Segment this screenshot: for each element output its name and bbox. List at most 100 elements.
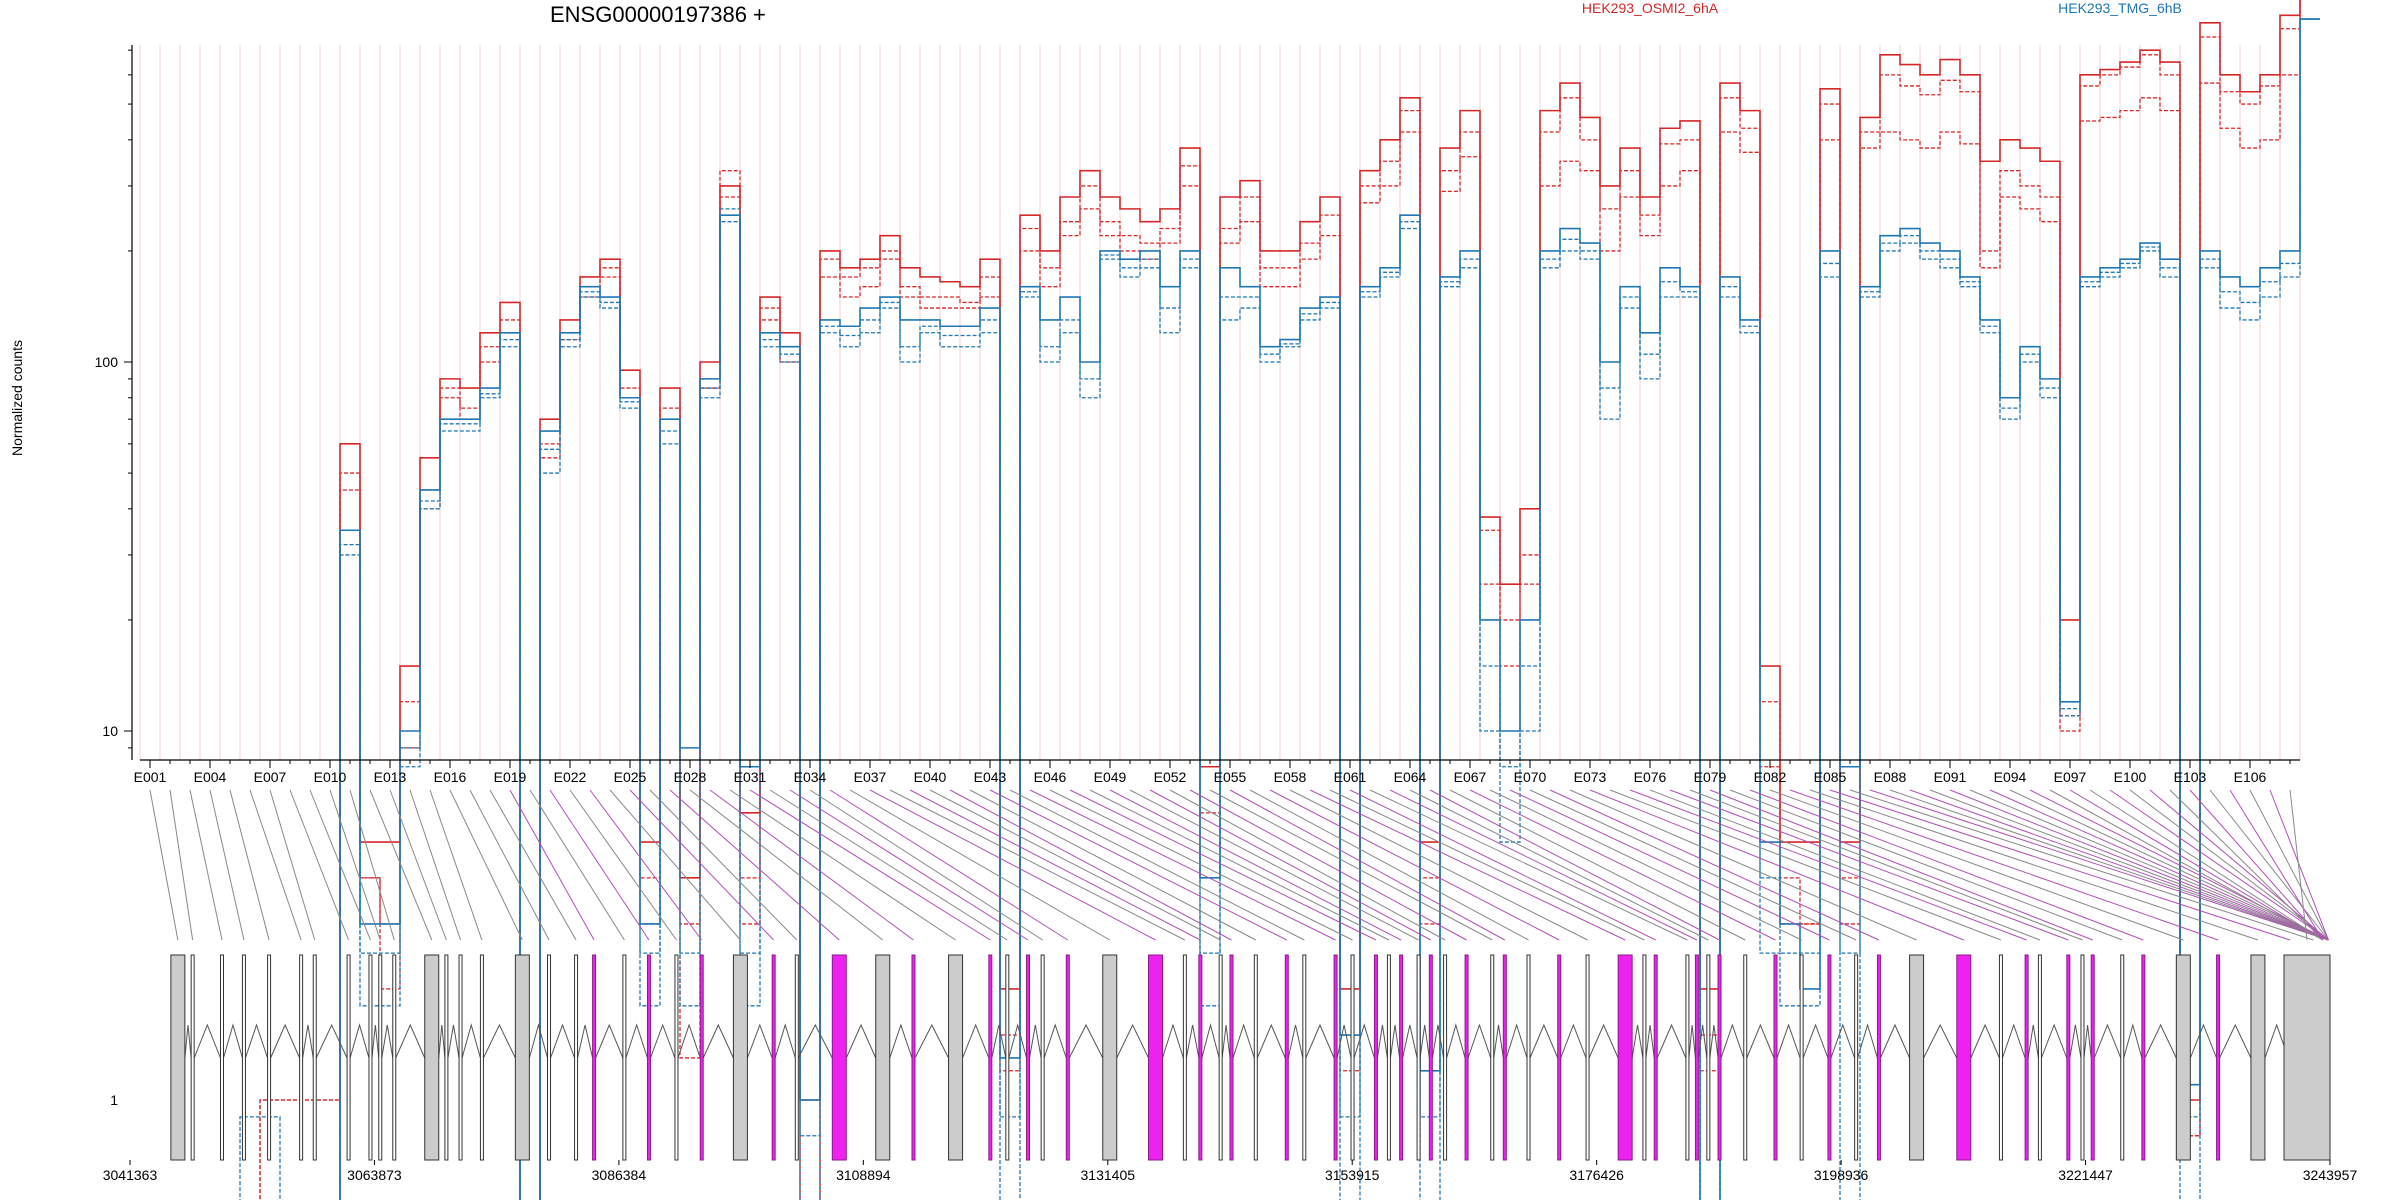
exon-block [1464, 954, 1469, 1161]
exon-block [1854, 954, 1859, 1161]
exon-block [1685, 954, 1690, 1161]
exon-connector [2269, 789, 2329, 941]
exon-connector [2189, 789, 2324, 941]
series-line-2 [259, 0, 2301, 1200]
intron-line [193, 1023, 221, 1059]
exon-connector [209, 789, 245, 941]
intron-line [774, 1023, 796, 1059]
exon-block [988, 954, 993, 1161]
exon-connector [1289, 789, 1588, 941]
exon-block [1148, 954, 1164, 1161]
exon-block [2216, 954, 2221, 1161]
exon-block [1956, 954, 1972, 1161]
exon-tick-label: E010 [314, 769, 347, 785]
exon-block [368, 954, 373, 1161]
exon-connector [849, 789, 1111, 941]
intron-line [1645, 1024, 1655, 1059]
exon-connector [1009, 789, 1305, 941]
intron-line [2189, 1023, 2218, 1059]
exon-block [1998, 954, 2003, 1161]
exon-connector [1789, 789, 2219, 941]
exon-connector [409, 789, 462, 941]
intron-line [625, 1023, 648, 1059]
exon-block [1526, 954, 1531, 1161]
exon-block [241, 954, 246, 1161]
exon-connector [1849, 789, 2314, 941]
exon-block [444, 954, 449, 1161]
exon-connector [809, 789, 1043, 941]
exon-connector [1749, 789, 2144, 941]
exon-block [1557, 954, 1562, 1161]
exon-block [392, 954, 397, 1161]
exon-connector [1929, 789, 2329, 941]
exon-tick-label: E037 [854, 769, 887, 785]
series-line-6 [339, 18, 2320, 1200]
exon-connector [309, 789, 371, 941]
intron-line [577, 1024, 594, 1059]
exon-connector [509, 789, 595, 941]
intron-line [746, 1023, 773, 1059]
exon-connector [329, 789, 381, 941]
intron-line [244, 1023, 269, 1059]
exon-connector [429, 789, 483, 941]
exon-connector [2249, 789, 2329, 941]
exon-tick-label: E028 [674, 769, 707, 785]
exon-tick-label: E031 [734, 769, 767, 785]
exon-block [1333, 954, 1338, 1161]
exon-connector [2069, 789, 2324, 941]
exon-connector [1449, 789, 1746, 941]
intron-line [438, 1024, 446, 1059]
exon-connector [1029, 789, 1336, 941]
intron-line [1857, 1023, 1878, 1059]
series-line-1 [339, 0, 2301, 1200]
intron-line [889, 1023, 913, 1059]
exon-tick-label: E073 [1574, 769, 1607, 785]
exon-tick-label: E007 [254, 769, 287, 785]
exon-tick-label: E079 [1694, 769, 1727, 785]
intron-line [447, 1024, 460, 1059]
exon-connector [1109, 789, 1402, 941]
exon-connector [469, 789, 550, 941]
exon-block [170, 954, 186, 1161]
exon-block [2120, 954, 2125, 1161]
exon-connector [169, 789, 194, 941]
exon-connector [889, 789, 1186, 941]
genomic-tick-label: 3243957 [2303, 1167, 2358, 1183]
intron-line [550, 1023, 576, 1059]
intron-line [1493, 1024, 1504, 1059]
exon-connector [1709, 789, 2093, 941]
exon-tick-label: E013 [374, 769, 407, 785]
exon-connector [1049, 789, 1353, 941]
exon-connector [1069, 789, 1377, 941]
exon-connector [1829, 789, 2291, 941]
exon-tick-label: E049 [1094, 769, 1127, 785]
intron-line [702, 1023, 734, 1059]
intron-line [1697, 1024, 1708, 1059]
chart-title: ENSG00000197386 + [550, 2, 766, 27]
exon-block [1284, 954, 1289, 1161]
intron-line [1232, 1023, 1255, 1059]
exon-connector [729, 789, 956, 941]
genomic-coordinate-axis: 3041363 3063873 3086384 3108894 3131405 31539… [103, 1160, 2358, 1183]
intron-line [528, 1023, 549, 1059]
exon-axis: E001 E004 E007 E010 E013 E016 E019 E022 E025 E028… [134, 759, 2300, 785]
exon-connector [2149, 789, 2329, 941]
exon-block [267, 954, 272, 1161]
exon-connector [1409, 789, 1709, 941]
exon-connector [1809, 789, 2259, 941]
exon-block [1642, 954, 1647, 1161]
exon-connector [2169, 789, 2324, 941]
exon-connector [1249, 789, 1529, 941]
exon-connector [1169, 789, 1446, 941]
intron-line [2083, 1024, 2092, 1059]
exon-block [2141, 954, 2146, 1161]
exon-connector [1729, 789, 2123, 941]
exon-connector [569, 789, 677, 941]
exon-tick-label: E067 [1454, 769, 1487, 785]
y-tick-label: 1 [110, 1092, 118, 1108]
exon-connector [1649, 789, 2041, 941]
exon-block [1102, 954, 1118, 1161]
exon-connector [189, 789, 223, 941]
intron-line [845, 1023, 877, 1059]
exon-tick-label: E055 [1214, 769, 1247, 785]
